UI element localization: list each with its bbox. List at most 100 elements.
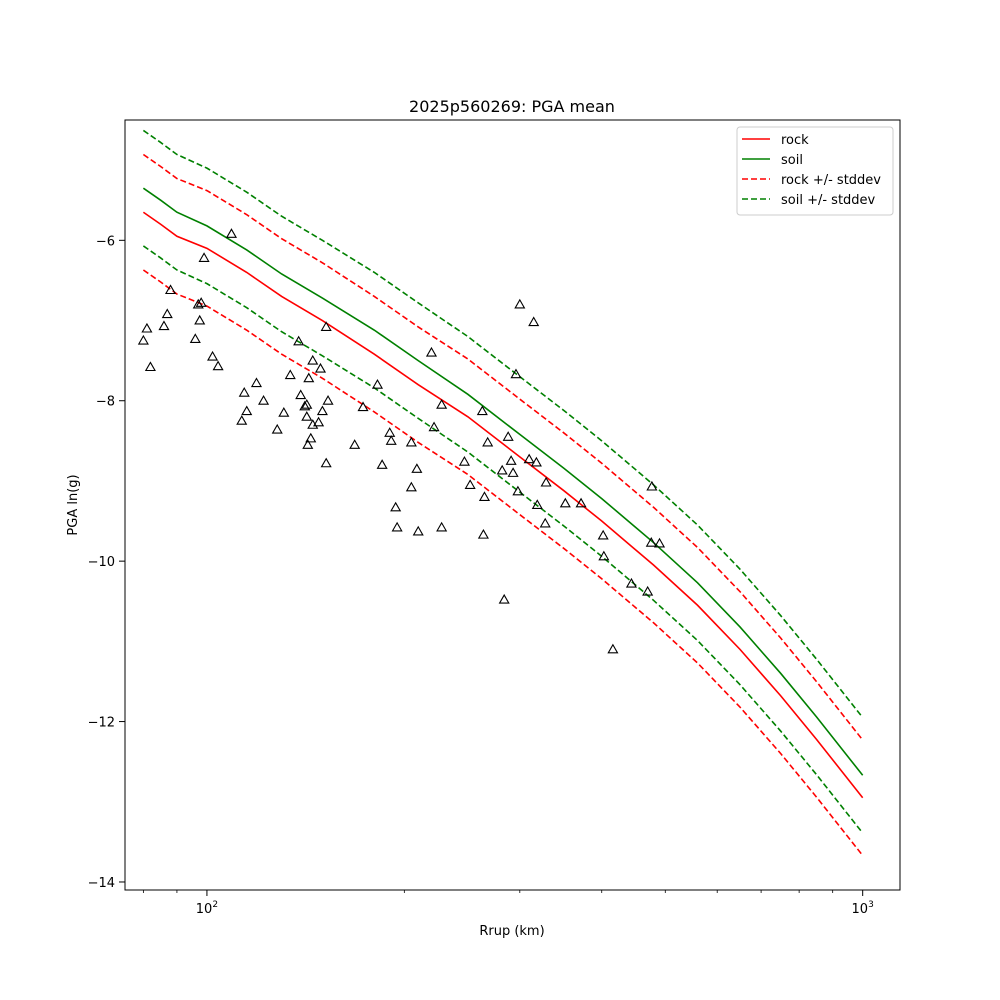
observation-point [314, 362, 327, 373]
chart-title: 2025p560269: PGA mean [409, 97, 615, 116]
x-axis-label: Rrup (km) [479, 924, 544, 939]
observation-point [607, 643, 619, 654]
observation-point [194, 314, 206, 325]
observation-points [137, 228, 666, 654]
observation-point [478, 491, 491, 501]
observation-point [436, 399, 448, 409]
x-axis: 102 103 [142, 890, 874, 917]
observation-point [507, 467, 519, 477]
observation-point [225, 228, 238, 238]
y-axis-label: PGA ln(g) [66, 474, 81, 535]
observation-point [598, 550, 610, 561]
observation-point [212, 360, 224, 371]
observation-point [385, 435, 397, 445]
x-tick-label: 102 [196, 900, 218, 917]
observation-point [293, 335, 305, 346]
curves [142, 129, 864, 857]
rock-line [142, 211, 864, 799]
observation-point [625, 577, 638, 588]
observation-point [371, 378, 384, 389]
soil-stddev-lower-line [142, 245, 864, 834]
observation-point [502, 431, 514, 441]
observation-point [390, 501, 402, 512]
y-tick-label: −8 [96, 395, 115, 410]
observation-point [412, 525, 424, 536]
plot-frame [124, 119, 901, 891]
observation-point [510, 368, 522, 379]
observation-point [295, 389, 307, 400]
observation-point [514, 298, 526, 309]
observation-point [349, 439, 361, 449]
observation-point [575, 497, 587, 508]
observation-point [428, 421, 440, 432]
observation-point [316, 405, 328, 416]
observation-point [405, 481, 417, 492]
soil-stddev-upper-line [142, 129, 864, 719]
observation-point [322, 395, 334, 405]
observation-point [559, 497, 571, 508]
observation-point [530, 456, 542, 467]
rock-stddev-lower-line [142, 269, 864, 857]
observation-point [189, 333, 201, 343]
observation-point [198, 252, 210, 262]
observation-point [405, 436, 417, 447]
y-tick-label: −14 [88, 876, 115, 891]
observation-point [646, 480, 658, 491]
observation-point [458, 455, 470, 466]
observation-point [258, 395, 270, 405]
observation-point [496, 464, 508, 475]
observation-point [161, 308, 173, 319]
observation-point [425, 346, 438, 357]
y-tick-label: −10 [88, 555, 115, 570]
observation-point [137, 334, 149, 345]
observation-point [250, 377, 263, 388]
observation-point [482, 436, 494, 447]
observation-point [301, 411, 313, 421]
observation-point [391, 521, 403, 532]
observation-point [477, 528, 489, 539]
observation-point [505, 455, 517, 465]
observation-point [476, 405, 488, 416]
observation-point [236, 415, 248, 425]
observation-point [192, 298, 204, 309]
observation-point [653, 537, 666, 548]
observation-point [464, 479, 476, 489]
observation-point [305, 432, 317, 443]
observation-point [303, 372, 315, 383]
observation-point [207, 350, 219, 361]
observation-point [158, 320, 170, 331]
observation-point [195, 297, 207, 307]
x-tick-label: 103 [852, 900, 874, 917]
observation-point [597, 529, 609, 540]
observation-point [523, 453, 535, 464]
observation-point [539, 517, 551, 528]
observation-point [376, 459, 388, 469]
observation-point [141, 322, 153, 333]
observation-point [528, 316, 540, 327]
legend-box [736, 126, 894, 216]
y-axis: −14 −12 −10 −8 −6 [88, 234, 125, 891]
observation-point [164, 284, 177, 295]
observation-point [241, 405, 253, 416]
legend: rock soil rock +/- stddev soil +/- stddev [736, 126, 894, 216]
legend-label: soil +/- stddev [781, 193, 876, 208]
rock-stddev-upper-line [142, 153, 864, 741]
observation-point [301, 399, 313, 409]
observation-point [645, 536, 657, 547]
observation-point [531, 499, 543, 509]
observation-point [436, 521, 448, 532]
observation-point [238, 386, 250, 397]
observation-point [512, 485, 524, 496]
observation-point [540, 476, 552, 487]
legend-label: soil [781, 153, 803, 168]
observation-point [642, 585, 654, 596]
observation-point [384, 427, 396, 437]
observation-point [313, 416, 325, 427]
observation-point [411, 463, 423, 473]
observation-point [498, 593, 510, 604]
observation-point [307, 354, 319, 365]
observation-point [357, 401, 369, 412]
legend-label: rock +/- stddev [781, 173, 881, 188]
y-tick-label: −12 [88, 716, 115, 731]
